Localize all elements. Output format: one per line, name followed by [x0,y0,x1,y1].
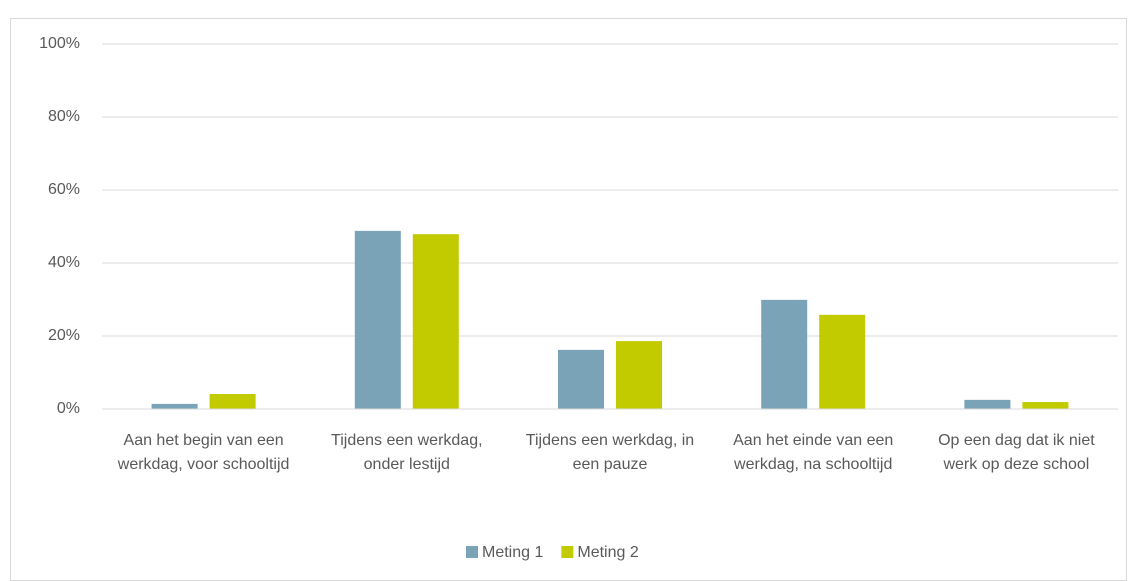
legend-swatch [561,546,574,558]
x-tick-label-line: werkdag, voor schooltijd [117,456,290,473]
y-tick-label: 60% [48,181,80,198]
x-tick-label: Aan het einde van een werkdag, na schoolt… [733,432,893,473]
x-tick-label: Op een dag dat ik niet werk op deze schoo… [938,432,1095,473]
x-tick-label: Aan het begin van een werkdag, voor schoo… [117,432,290,473]
bar [1022,402,1069,409]
bar [354,230,401,409]
bar [616,341,662,409]
x-tick-label-line: Tijdens een werkdag, in [526,432,694,449]
bar [558,349,604,409]
bar [964,399,1011,409]
legend-label: Meting 1 [482,544,543,561]
x-tick-label-line: Aan het begin van een [124,432,284,449]
legend-swatch [466,546,478,558]
x-tick-label-line: werkdag, na schooltijd [733,456,892,473]
bar [761,299,808,409]
y-tick-label: 80% [48,108,80,125]
bar [209,394,256,409]
bar [819,314,866,409]
chart-frame [10,18,1127,581]
x-tick-label-line: werk op deze school [942,456,1089,473]
x-tick-label-line: onder lestijd [364,456,450,473]
legend-label: Meting 2 [577,544,638,561]
x-tick-label-line: Op een dag dat ik niet [938,432,1095,449]
x-tick-label: Tijdens een werkdag, onder lestijd [331,432,483,473]
y-tick-label: 0% [57,400,80,417]
y-tick-label: 100% [39,35,80,52]
x-tick-label-line: Tijdens een werkdag, [331,432,483,449]
x-tick-label-line: Aan het einde van een [733,432,893,449]
y-tick-label: 40% [48,254,80,271]
x-tick-label-line: een pauze [573,456,648,473]
bar [412,234,459,409]
x-tick-label: Tijdens een werkdag, in een pauze [526,432,694,473]
y-tick-label: 20% [48,327,80,344]
bar [151,403,198,409]
